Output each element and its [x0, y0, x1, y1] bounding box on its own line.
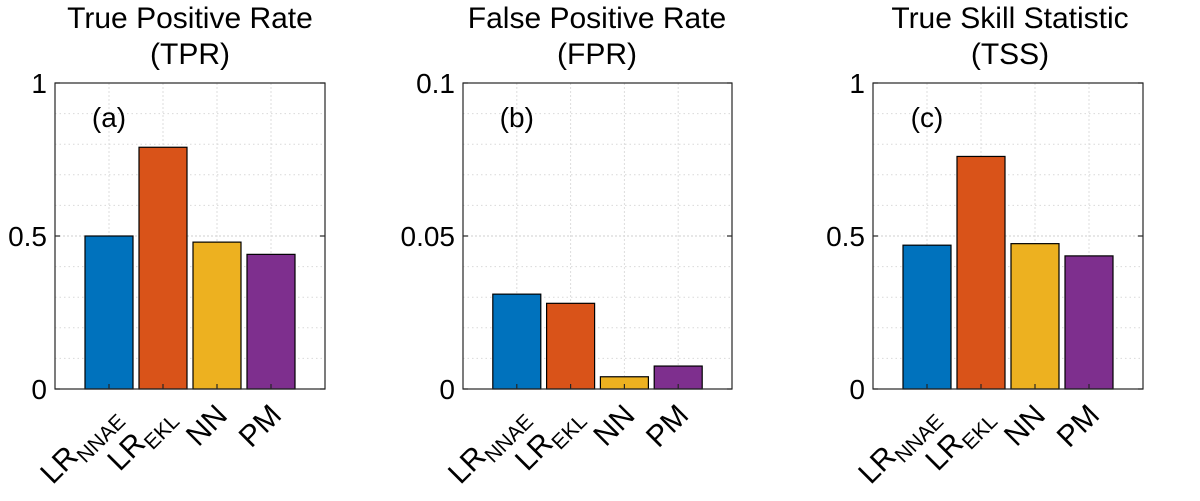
x-tick-label: PM — [640, 399, 695, 454]
panel-label: (a) — [92, 102, 126, 133]
bar — [192, 241, 242, 390]
bar — [545, 302, 596, 390]
chart-title-line1: False Positive Rate — [468, 2, 726, 35]
x-tick-label: NN — [587, 399, 641, 453]
chart-title-line2: (TSS) — [971, 38, 1049, 71]
chart-panel-tss: True Skill Statistic (TSS) 00.51 (c) LRN… — [826, 2, 1144, 490]
bar — [84, 235, 134, 390]
bar — [246, 253, 296, 390]
panel-label: (b) — [500, 102, 534, 133]
bar — [492, 293, 542, 390]
y-tick-label: 1 — [31, 68, 47, 99]
bar — [902, 244, 952, 390]
y-tick-label: 0 — [31, 374, 47, 405]
x-tick-label: NN — [180, 399, 234, 453]
chart-panel-fpr: False Positive Rate (FPR) 00.050.1 (b) L… — [401, 2, 733, 490]
chart-title-line1: True Positive Rate — [67, 2, 313, 35]
bar — [1064, 255, 1114, 390]
chart-panel-tpr: True Positive Rate (TPR) 00.51 (a) LRNNA… — [8, 2, 326, 490]
x-tick-label: NN — [998, 399, 1052, 453]
x-tick-label: PM — [233, 399, 288, 454]
chart-title-line2: (FPR) — [557, 38, 637, 71]
panel-label: (c) — [911, 102, 944, 133]
y-tick-label: 0.5 — [8, 221, 47, 252]
y-tick-label: 1 — [849, 68, 865, 99]
bar — [956, 155, 1006, 390]
x-tick-label: PM — [1051, 399, 1106, 454]
y-tick-label: 0 — [439, 374, 455, 405]
chart-title-line1: True Skill Statistic — [891, 2, 1128, 35]
y-tick-label: 0.05 — [401, 221, 456, 252]
y-tick-label: 0.1 — [416, 68, 455, 99]
y-tick-label: 0.5 — [826, 221, 865, 252]
bar — [1010, 243, 1060, 390]
y-tick-label: 0 — [849, 374, 865, 405]
bar — [138, 146, 188, 390]
chart-title-line2: (TPR) — [150, 38, 230, 71]
